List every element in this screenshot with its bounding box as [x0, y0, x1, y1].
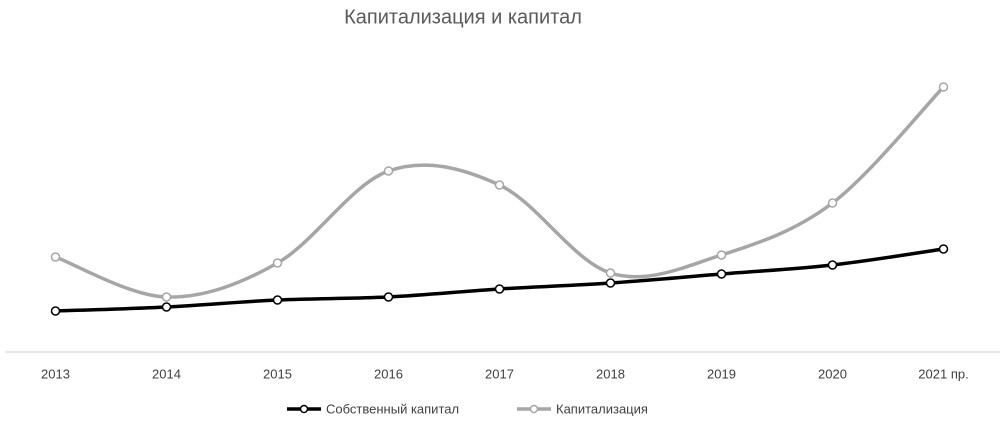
data-point — [383, 166, 394, 176]
x-tick-label: 2016 — [374, 366, 403, 381]
chart-title: Капитализация и капитал — [344, 6, 582, 28]
x-tick-label: 2014 — [152, 366, 181, 381]
data-point — [938, 82, 949, 92]
x-tick-label: 2019 — [707, 366, 736, 381]
x-tick-label: 2013 — [41, 366, 70, 381]
legend-marker — [299, 404, 309, 414]
x-tick-label: 2020 — [818, 366, 847, 381]
data-point — [161, 292, 172, 302]
data-point — [383, 292, 394, 302]
x-tick-label: 2018 — [596, 366, 625, 381]
data-point — [605, 278, 616, 288]
data-point — [938, 244, 949, 254]
data-point — [272, 295, 283, 305]
x-tick-label: 2015 — [263, 366, 292, 381]
data-point — [50, 306, 61, 316]
legend-label: Собственный капитал — [326, 401, 459, 416]
data-point — [827, 198, 838, 208]
series-line — [53, 247, 946, 313]
data-point — [161, 302, 172, 312]
data-point — [272, 258, 283, 268]
legend-marker — [529, 404, 539, 414]
data-point — [50, 252, 61, 262]
x-tick-label: 2017 — [485, 366, 514, 381]
data-point — [494, 180, 505, 190]
data-point — [716, 250, 727, 260]
data-point — [494, 284, 505, 294]
legend-label: Капитализация — [556, 401, 648, 416]
data-point — [716, 269, 727, 279]
x-tick-label: 2021 пр. — [918, 366, 968, 381]
data-point — [605, 268, 616, 278]
series-line — [53, 85, 946, 299]
data-point — [827, 260, 838, 270]
